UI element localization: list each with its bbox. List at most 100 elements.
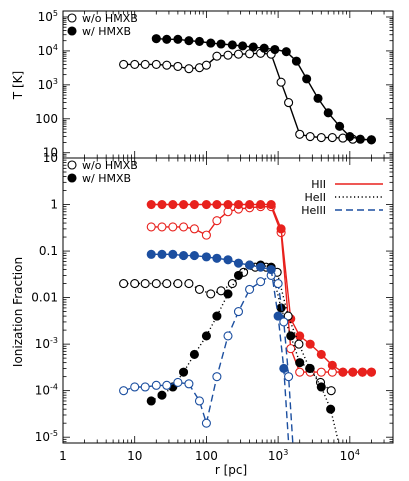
data-point (223, 331, 233, 341)
data-point (194, 396, 205, 406)
data-point (305, 363, 315, 374)
data-point (284, 372, 294, 382)
data-point (168, 222, 178, 232)
x-tick-label: 104 (340, 448, 360, 463)
data-point (212, 199, 222, 210)
y-tick-label: 0.1 (39, 244, 58, 258)
data-point (212, 51, 222, 61)
data-point (173, 279, 183, 289)
x-tick-label: 1 (59, 449, 67, 463)
data-point (233, 270, 244, 280)
series-line (123, 52, 372, 141)
series-line (151, 203, 372, 373)
data-point (326, 404, 336, 414)
data-point (157, 249, 167, 259)
data-point (357, 367, 368, 377)
data-point (206, 289, 216, 299)
data-point (184, 64, 194, 74)
data-point (184, 279, 194, 289)
series-line (151, 206, 372, 373)
x-tick-label: 100 (195, 449, 218, 463)
y-tick-label: 10-4 (35, 383, 58, 398)
legend-label: w/o HMXB (82, 12, 138, 25)
data-point (201, 418, 211, 428)
data-point (162, 279, 172, 289)
data-point (168, 249, 178, 259)
y-tick-label: 0.01 (31, 291, 58, 305)
data-point (227, 40, 237, 50)
data-point (291, 56, 301, 66)
data-point (201, 331, 211, 341)
data-point (327, 360, 337, 370)
data-point (212, 372, 222, 382)
data-point (216, 39, 226, 49)
data-point (326, 386, 336, 396)
y-axis-title-ionization: Ionization Fraction (11, 257, 25, 367)
data-point (233, 49, 244, 59)
data-point (184, 36, 194, 46)
data-point (266, 265, 276, 275)
data-point (233, 258, 244, 268)
data-point (223, 199, 233, 210)
data-point (256, 277, 266, 287)
legend-marker (67, 160, 77, 170)
legend-marker (67, 26, 77, 36)
legend-label: w/ HMXB (82, 25, 131, 38)
data-point (281, 47, 291, 57)
data-point (245, 49, 255, 59)
data-point (146, 222, 156, 232)
data-point (245, 199, 255, 210)
data-point (184, 379, 194, 389)
y-tick-label: 10 (43, 151, 58, 165)
data-point (270, 44, 280, 55)
data-point (295, 358, 305, 368)
data-point (266, 199, 276, 210)
data-point (335, 121, 345, 131)
x-tick-label: 103 (268, 448, 288, 463)
data-point (323, 108, 333, 118)
data-point (168, 199, 178, 210)
data-point (206, 38, 216, 48)
data-point (256, 199, 266, 210)
data-point (276, 77, 286, 87)
y-tick-label: 105 (38, 9, 58, 24)
data-point (119, 59, 129, 69)
data-point (157, 390, 167, 400)
data-point (223, 50, 233, 60)
data-point (256, 262, 266, 272)
data-point (162, 60, 172, 70)
y-axis-title-temperature: T [K] (11, 71, 25, 100)
y-tick-label: 10 (43, 146, 58, 160)
data-point (366, 135, 376, 145)
series-line (123, 274, 294, 443)
data-point (279, 363, 289, 374)
data-point (348, 367, 358, 377)
data-point (212, 253, 222, 263)
data-point (201, 60, 211, 70)
data-point (316, 133, 326, 143)
legend-marker (67, 173, 77, 183)
data-point (295, 367, 305, 377)
data-point (189, 199, 199, 210)
data-point (173, 377, 183, 388)
data-point (162, 34, 172, 44)
data-point (162, 380, 172, 390)
data-point (194, 36, 205, 47)
data-point (130, 382, 140, 392)
data-point (286, 331, 296, 341)
data-point (157, 199, 167, 210)
data-point (146, 199, 156, 210)
data-point (130, 279, 140, 289)
data-point (212, 216, 222, 226)
data-point (201, 230, 211, 240)
series-line (151, 253, 290, 443)
y-tick-label: 100 (35, 112, 58, 126)
x-tick-label: 10 (127, 449, 142, 463)
data-point (245, 260, 255, 270)
data-point (273, 311, 283, 321)
data-point (151, 279, 161, 289)
data-point (259, 43, 269, 53)
data-point (238, 41, 248, 51)
data-point (173, 34, 183, 44)
